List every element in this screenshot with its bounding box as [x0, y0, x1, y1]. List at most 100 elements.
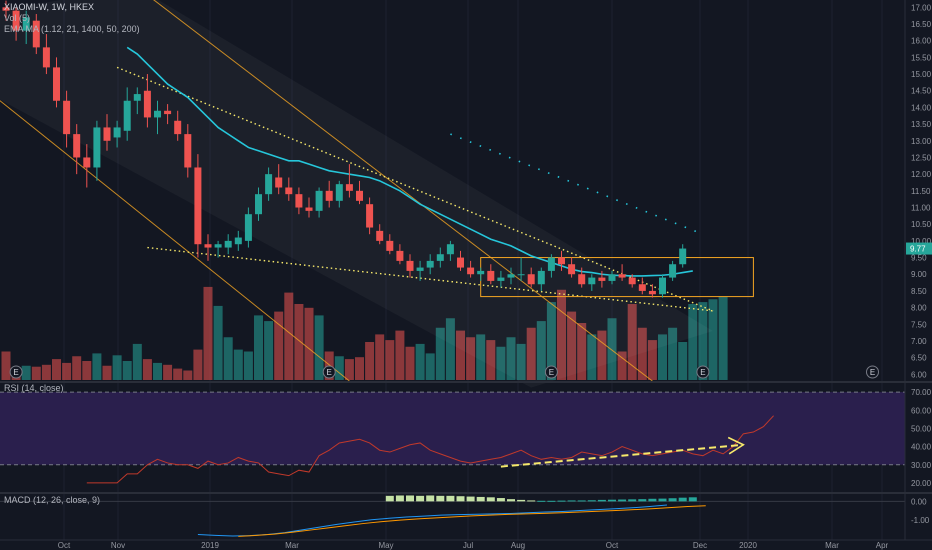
candle[interactable]	[436, 247, 444, 268]
candle[interactable]	[93, 120, 101, 181]
earnings-event-marker[interactable]: E	[696, 365, 710, 379]
candle[interactable]	[315, 187, 323, 218]
price-tick-label: 15.50	[911, 53, 932, 62]
candle[interactable]	[255, 187, 262, 221]
macd-indicator	[0, 495, 905, 537]
candlesticks[interactable]	[2, 0, 687, 298]
candle[interactable]	[22, 10, 30, 45]
candle[interactable]	[386, 234, 394, 255]
candle[interactable]	[224, 234, 232, 255]
macd-histogram-bar	[426, 495, 435, 502]
candle[interactable]	[113, 120, 121, 148]
candle[interactable]	[83, 144, 91, 188]
candle[interactable]	[42, 34, 50, 75]
candle[interactable]	[618, 264, 626, 281]
candle[interactable]	[598, 270, 606, 288]
candle[interactable]	[547, 254, 555, 278]
candle[interactable]	[103, 114, 111, 151]
candle[interactable]	[194, 154, 202, 258]
macd-histogram-bar	[557, 500, 566, 502]
candle[interactable]	[376, 224, 384, 245]
candle[interactable]	[53, 57, 60, 108]
macd-tick-label: -1.00	[911, 516, 930, 525]
candle[interactable]	[325, 180, 333, 208]
price-tick-label: 14.00	[911, 103, 932, 112]
candle[interactable]	[416, 260, 424, 281]
candle[interactable]	[477, 267, 485, 281]
macd-histogram-bar	[507, 499, 515, 502]
candle[interactable]	[123, 87, 131, 141]
earnings-event-marker[interactable]: E	[9, 365, 23, 379]
candle[interactable]	[12, 7, 20, 41]
candle[interactable]	[648, 284, 656, 298]
volume-bar	[163, 364, 173, 380]
candle[interactable]	[305, 197, 313, 218]
candle[interactable]	[285, 177, 293, 201]
candle[interactable]	[143, 74, 151, 128]
candle[interactable]	[568, 257, 576, 278]
candle[interactable]	[628, 274, 636, 288]
candle[interactable]	[295, 187, 303, 215]
candle[interactable]	[679, 244, 687, 268]
candle[interactable]	[487, 264, 495, 285]
candle[interactable]	[184, 124, 192, 178]
price-axis[interactable]: 17.00 16.50 16.00 15.50 15.00 14.50 14.00 13.50…	[906, 3, 932, 525]
candle[interactable]	[588, 274, 596, 291]
candle[interactable]	[265, 167, 273, 201]
candle[interactable]	[32, 14, 40, 55]
candle[interactable]	[335, 180, 343, 208]
candle[interactable]	[174, 110, 182, 141]
candle[interactable]	[2, 0, 10, 21]
candle[interactable]	[517, 257, 525, 281]
candle[interactable]	[527, 267, 535, 288]
candle-body	[537, 270, 545, 285]
candle[interactable]	[426, 254, 434, 275]
volume-bar	[223, 337, 233, 380]
candle[interactable]	[345, 164, 353, 198]
candle[interactable]	[558, 250, 565, 271]
macd-histogram-bar	[537, 500, 546, 502]
candle[interactable]	[154, 100, 161, 135]
candle[interactable]	[608, 270, 616, 285]
earnings-event-marker[interactable]: E	[544, 365, 558, 379]
volume-bar	[395, 330, 405, 380]
volume-bar	[466, 337, 476, 380]
candle[interactable]	[244, 207, 252, 248]
earnings-event-marker[interactable]: E	[866, 365, 879, 379]
candle[interactable]	[214, 240, 222, 258]
candle[interactable]	[578, 267, 586, 288]
candle[interactable]	[204, 234, 212, 261]
candle[interactable]	[507, 267, 515, 285]
signal-line	[238, 505, 706, 537]
candle[interactable]	[638, 277, 646, 295]
candle[interactable]	[366, 197, 374, 235]
candle[interactable]	[275, 164, 283, 195]
volume-bar	[1, 351, 11, 380]
candle[interactable]	[467, 260, 475, 278]
upper-trend-line	[116, 66, 714, 312]
macd-histogram-bar	[658, 498, 667, 502]
candle[interactable]	[63, 90, 71, 148]
candle[interactable]	[356, 180, 363, 205]
candle[interactable]	[659, 274, 666, 298]
candle[interactable]	[446, 240, 454, 261]
candle[interactable]	[396, 244, 404, 265]
candle[interactable]	[406, 254, 414, 278]
rsi-tick-label: 60.00	[911, 406, 932, 415]
price-tick-label: 8.00	[911, 304, 927, 313]
candle[interactable]	[497, 270, 505, 288]
candle-body	[527, 274, 535, 285]
candle[interactable]	[234, 230, 242, 251]
candle[interactable]	[133, 87, 141, 115]
macd-histogram-bar	[527, 500, 536, 502]
candle[interactable]	[537, 267, 545, 291]
earnings-event-marker[interactable]: E	[322, 365, 336, 379]
candle[interactable]	[457, 250, 464, 271]
candle[interactable]	[73, 124, 81, 175]
candle[interactable]	[164, 104, 172, 125]
time-axis[interactable]: Oct Nov 2019 Mar May Jul Aug Oct Dec 2020 Mar Apr	[58, 541, 889, 550]
candle[interactable]	[669, 260, 677, 281]
